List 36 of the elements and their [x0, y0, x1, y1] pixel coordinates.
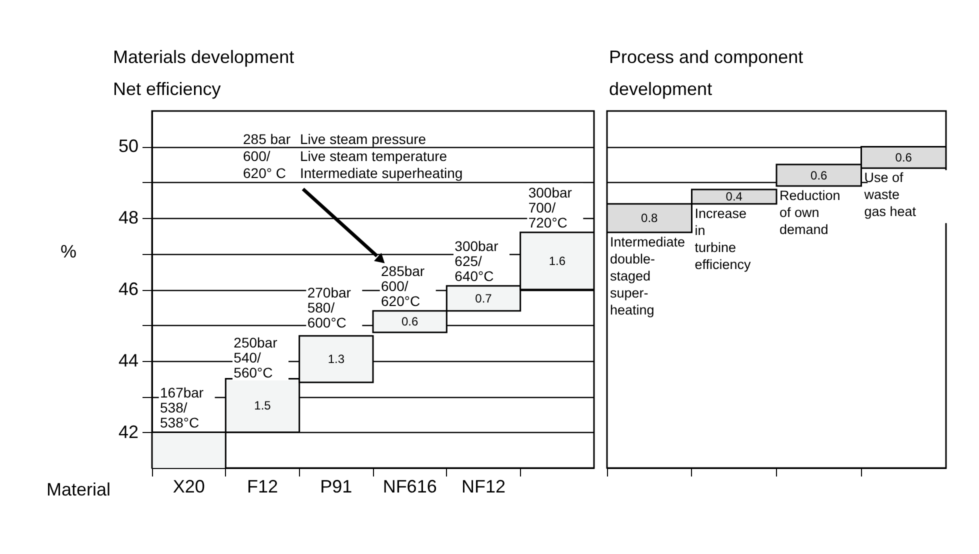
annotation: 300bar 625/ 640°C	[454, 238, 499, 284]
y-tick-label: 46	[118, 279, 138, 299]
chart-subtitle: Net efficiency	[113, 79, 221, 99]
y-axis-title: %	[60, 242, 77, 262]
x-tick-label: P91	[320, 476, 352, 496]
y-tick-label: 50	[118, 136, 138, 156]
data-label: 0.6	[401, 314, 418, 329]
y-tick-label: 48	[118, 208, 138, 228]
data-label: 0.8	[641, 211, 658, 226]
annotation: Reduction of own demand	[780, 188, 840, 237]
x-tick-label: NF616	[382, 476, 437, 496]
chart-title: Materials development	[113, 47, 294, 67]
annotation: Live steam pressure Live steam temperature Intermediate superheating	[300, 131, 463, 181]
x-axis-title: Material	[46, 480, 111, 500]
data-label: 0.4	[726, 190, 743, 204]
annotation: 270bar 580/ 600°C	[307, 284, 352, 330]
x-tick-label: X20	[172, 476, 205, 496]
y-tick-label: 44	[118, 350, 138, 370]
data-label: 1.3	[328, 352, 345, 366]
annotation: Increase in turbine efficiency	[694, 206, 752, 272]
annotation: Use of waste gas heat	[863, 170, 916, 220]
annotation: 167bar 538/ 538°C	[160, 384, 204, 430]
chart-title: Process and component development	[609, 47, 804, 99]
data-label: 1.5	[254, 398, 272, 413]
annotation: 285bar 600/ 620°C	[381, 262, 425, 309]
annotation: Intermediate double- staged super- heating	[610, 234, 686, 318]
data-label: 0.6	[895, 150, 912, 164]
y-tick-label: 42	[118, 422, 138, 442]
annotation: 285 bar 600/ 620° C	[243, 131, 291, 181]
data-label: 0.7	[475, 291, 492, 306]
annotation: 300bar 700/ 720°C	[528, 184, 572, 230]
x-tick-label: NF12	[461, 476, 506, 496]
data-label: 1.6	[548, 254, 566, 268]
x-tick-label: F12	[246, 476, 278, 496]
annotation: 250bar 540/ 560°C	[234, 334, 278, 380]
data-label: 0.6	[810, 168, 828, 182]
